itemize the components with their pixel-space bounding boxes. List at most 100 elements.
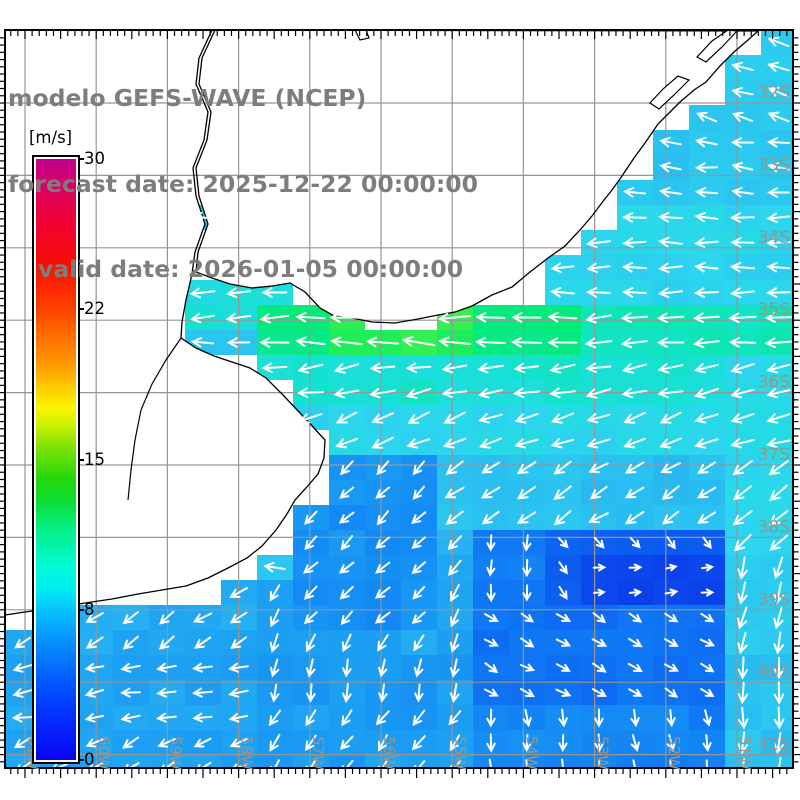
wind-arrow <box>401 336 436 347</box>
colorbar-tick-label: 30 <box>84 149 105 168</box>
wind-arrow <box>481 510 500 525</box>
wind-arrow <box>659 187 682 198</box>
wind-arrow <box>17 761 31 767</box>
wind-arrow <box>486 559 496 577</box>
wind-arrow <box>513 387 540 399</box>
wind-arrow <box>555 613 572 622</box>
wind-arrow <box>414 658 424 678</box>
colorbar-tick-label: 0 <box>84 750 95 769</box>
wind-arrow <box>732 460 753 476</box>
wind-arrow <box>700 688 715 697</box>
wind-arrow <box>226 337 251 348</box>
wind-arrow <box>269 584 281 602</box>
wind-arrow <box>376 510 389 526</box>
wind-arrow <box>411 561 426 575</box>
wind-arrow <box>666 733 676 753</box>
wind-arrow <box>622 237 647 248</box>
wind-arrow <box>658 287 683 299</box>
wind-arrow <box>228 662 249 673</box>
wind-arrow <box>730 363 755 374</box>
wind-arrow <box>697 511 717 524</box>
wind-arrow <box>514 413 539 424</box>
wind-arrow <box>697 461 717 474</box>
wind-arrow <box>588 462 609 474</box>
wind-arrow <box>585 362 612 374</box>
wind-arrow <box>480 486 501 499</box>
wind-arrow <box>664 687 679 698</box>
wind-arrow <box>664 612 679 623</box>
wind-arrow <box>406 438 431 449</box>
wind-arrow <box>84 713 105 723</box>
lon-label: 59W <box>166 736 184 770</box>
wind-arrow <box>694 237 719 248</box>
wind-arrow <box>663 663 680 672</box>
speed-cell <box>761 755 792 767</box>
wind-arrow <box>585 388 612 399</box>
colorbar-unit-label: [m/s] <box>29 128 73 147</box>
wind-arrow <box>550 438 575 449</box>
wind-arrow <box>159 610 175 625</box>
wind-arrow <box>338 561 355 574</box>
wind-arrow <box>664 638 679 647</box>
wind-arrow <box>766 387 791 399</box>
wind-arrow <box>444 486 465 499</box>
colorbar-tick-label: 15 <box>84 449 105 469</box>
wind-arrow <box>737 631 748 655</box>
wind-arrow <box>773 681 785 705</box>
wind-arrow <box>730 388 755 399</box>
wind-arrow <box>624 510 645 525</box>
wind-arrow <box>378 683 388 703</box>
lat-label: 32S <box>758 83 790 103</box>
wind-arrow <box>369 387 396 399</box>
wind-arrow <box>598 759 601 767</box>
wind-arrow <box>365 336 400 348</box>
wind-arrow <box>522 534 532 552</box>
wind-arrow <box>621 262 647 273</box>
wind-arrow <box>339 460 354 476</box>
speed-cell <box>77 755 113 767</box>
speed-cell <box>257 755 293 767</box>
wind-arrow <box>767 36 790 48</box>
wind-arrow <box>588 512 609 524</box>
wind-arrow <box>592 563 607 572</box>
wind-arrow <box>270 759 280 767</box>
wind-arrow <box>228 713 249 723</box>
wind-arrow <box>305 709 317 727</box>
wind-arrow <box>302 561 319 574</box>
wind-arrow <box>586 413 611 424</box>
map-frame-ticks <box>0 29 800 778</box>
wind-arrow <box>192 687 213 698</box>
wind-arrow <box>620 312 649 324</box>
wind-arrow <box>378 759 388 767</box>
wind-arrow <box>190 337 215 348</box>
wind-arrow <box>561 758 564 767</box>
lon-label: 60W <box>95 736 113 770</box>
wind-arrow <box>658 212 683 223</box>
wind-arrow <box>737 656 749 680</box>
wind-arrow <box>443 437 466 449</box>
wind-arrow <box>522 584 532 602</box>
wind-arrow <box>192 712 213 723</box>
wind-arrow <box>623 187 646 198</box>
wind-arrow <box>525 759 528 767</box>
wind-arrow <box>339 486 355 499</box>
wind-arrow <box>374 611 391 624</box>
wind-arrow <box>306 683 316 703</box>
wind-arrow <box>298 413 323 424</box>
colorbar-tick-mark <box>78 608 84 611</box>
wind-arrow <box>549 387 576 399</box>
wind-arrow <box>477 388 503 399</box>
wind-arrow <box>12 663 33 673</box>
wind-arrow <box>700 588 715 597</box>
wind-arrow <box>157 738 176 748</box>
wind-arrow <box>303 611 318 625</box>
wind-arrow <box>737 581 748 605</box>
wind-arrow <box>378 658 388 678</box>
wind-arrow <box>628 637 643 648</box>
lon-label: 57W <box>309 736 327 770</box>
wind-arrow <box>773 581 784 605</box>
wind-arrow <box>411 611 426 624</box>
lon-label: 58W <box>238 736 256 770</box>
wind-arrow <box>229 587 248 598</box>
